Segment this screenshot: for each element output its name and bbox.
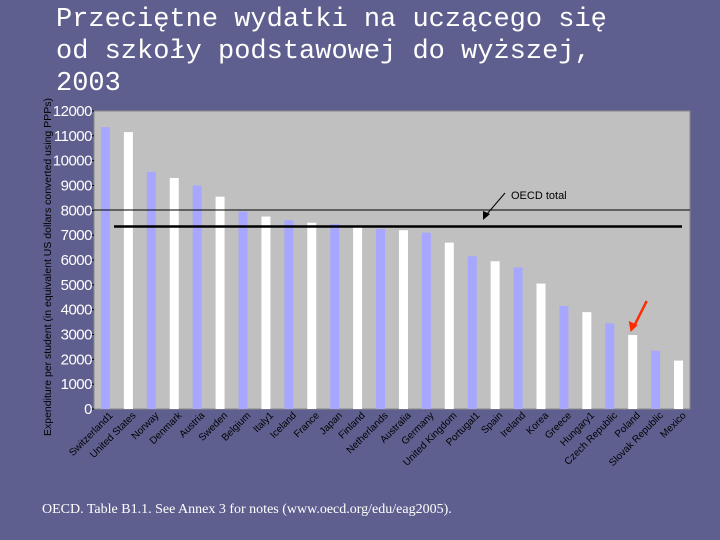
bar [582,312,592,409]
y-tick-label: 11000 [54,128,92,145]
title-line-2: od szkoły podstawowej do wyższej, [56,37,591,67]
bar [284,220,294,409]
plot-area [93,110,691,410]
y-tick-label: 12000 [53,103,92,120]
y-tick-label: 10000 [53,153,92,170]
y-tick-label: 5000 [61,277,93,294]
bar [100,127,110,410]
bar [376,228,386,409]
y-tick-label: 6000 [61,252,93,269]
y-tick-label: 2000 [61,351,93,368]
slide-title: Przeciętne wydatki na uczącego się od sz… [56,4,696,100]
x-tick-label: Mexico [658,410,688,440]
x-tick-label: Iceland [268,410,299,441]
bar [261,216,271,409]
bar [192,185,202,409]
bar [467,256,477,409]
oecd-total-label: OECD total [511,190,567,202]
bar [605,323,615,409]
y-tick-label: 9000 [61,178,93,195]
y-tick-label: 0 [84,401,92,418]
bars [100,127,684,410]
bar [215,196,225,409]
bar [490,261,500,409]
bar [146,171,156,409]
title-line-3: 2003 [56,69,121,99]
y-axis-label: Expenditure per student (in equivalent U… [42,98,54,436]
bar [421,232,431,409]
highlight-arrow-line [633,300,648,326]
y-tick-label: 7000 [61,227,93,244]
y-tick-label: 3000 [61,327,93,344]
y-tick-label: 4000 [61,302,93,319]
bar [559,305,569,409]
bar [238,211,248,409]
bar [398,230,408,409]
x-tick-label: France [292,410,322,440]
bar [123,132,133,409]
bar [307,222,317,409]
bar [628,334,638,409]
footnote: OECD. Table B1.1. See Annex 3 for notes … [42,502,452,517]
bar [353,226,363,409]
annotation-arrow-line [486,192,506,215]
annotation-arrow-head [483,211,490,220]
annotations: OECD total [94,190,690,332]
bar [536,283,546,409]
bar [513,267,523,409]
y-tick-label: 8000 [61,202,93,219]
highlight-arrow-head [628,320,638,332]
bar [651,350,661,409]
y-axis: 0 1000 2000 3000 4000 5000 6000 7000 8000 9000 100… [53,103,94,418]
title-line-1: Przeciętne wydatki na uczącego się [56,5,607,35]
bar [169,178,179,409]
y-tick-label: 1000 [61,376,93,393]
bar [444,242,454,409]
x-tick-label: Ireland [499,410,528,439]
bar [330,223,340,409]
bar [674,360,684,409]
